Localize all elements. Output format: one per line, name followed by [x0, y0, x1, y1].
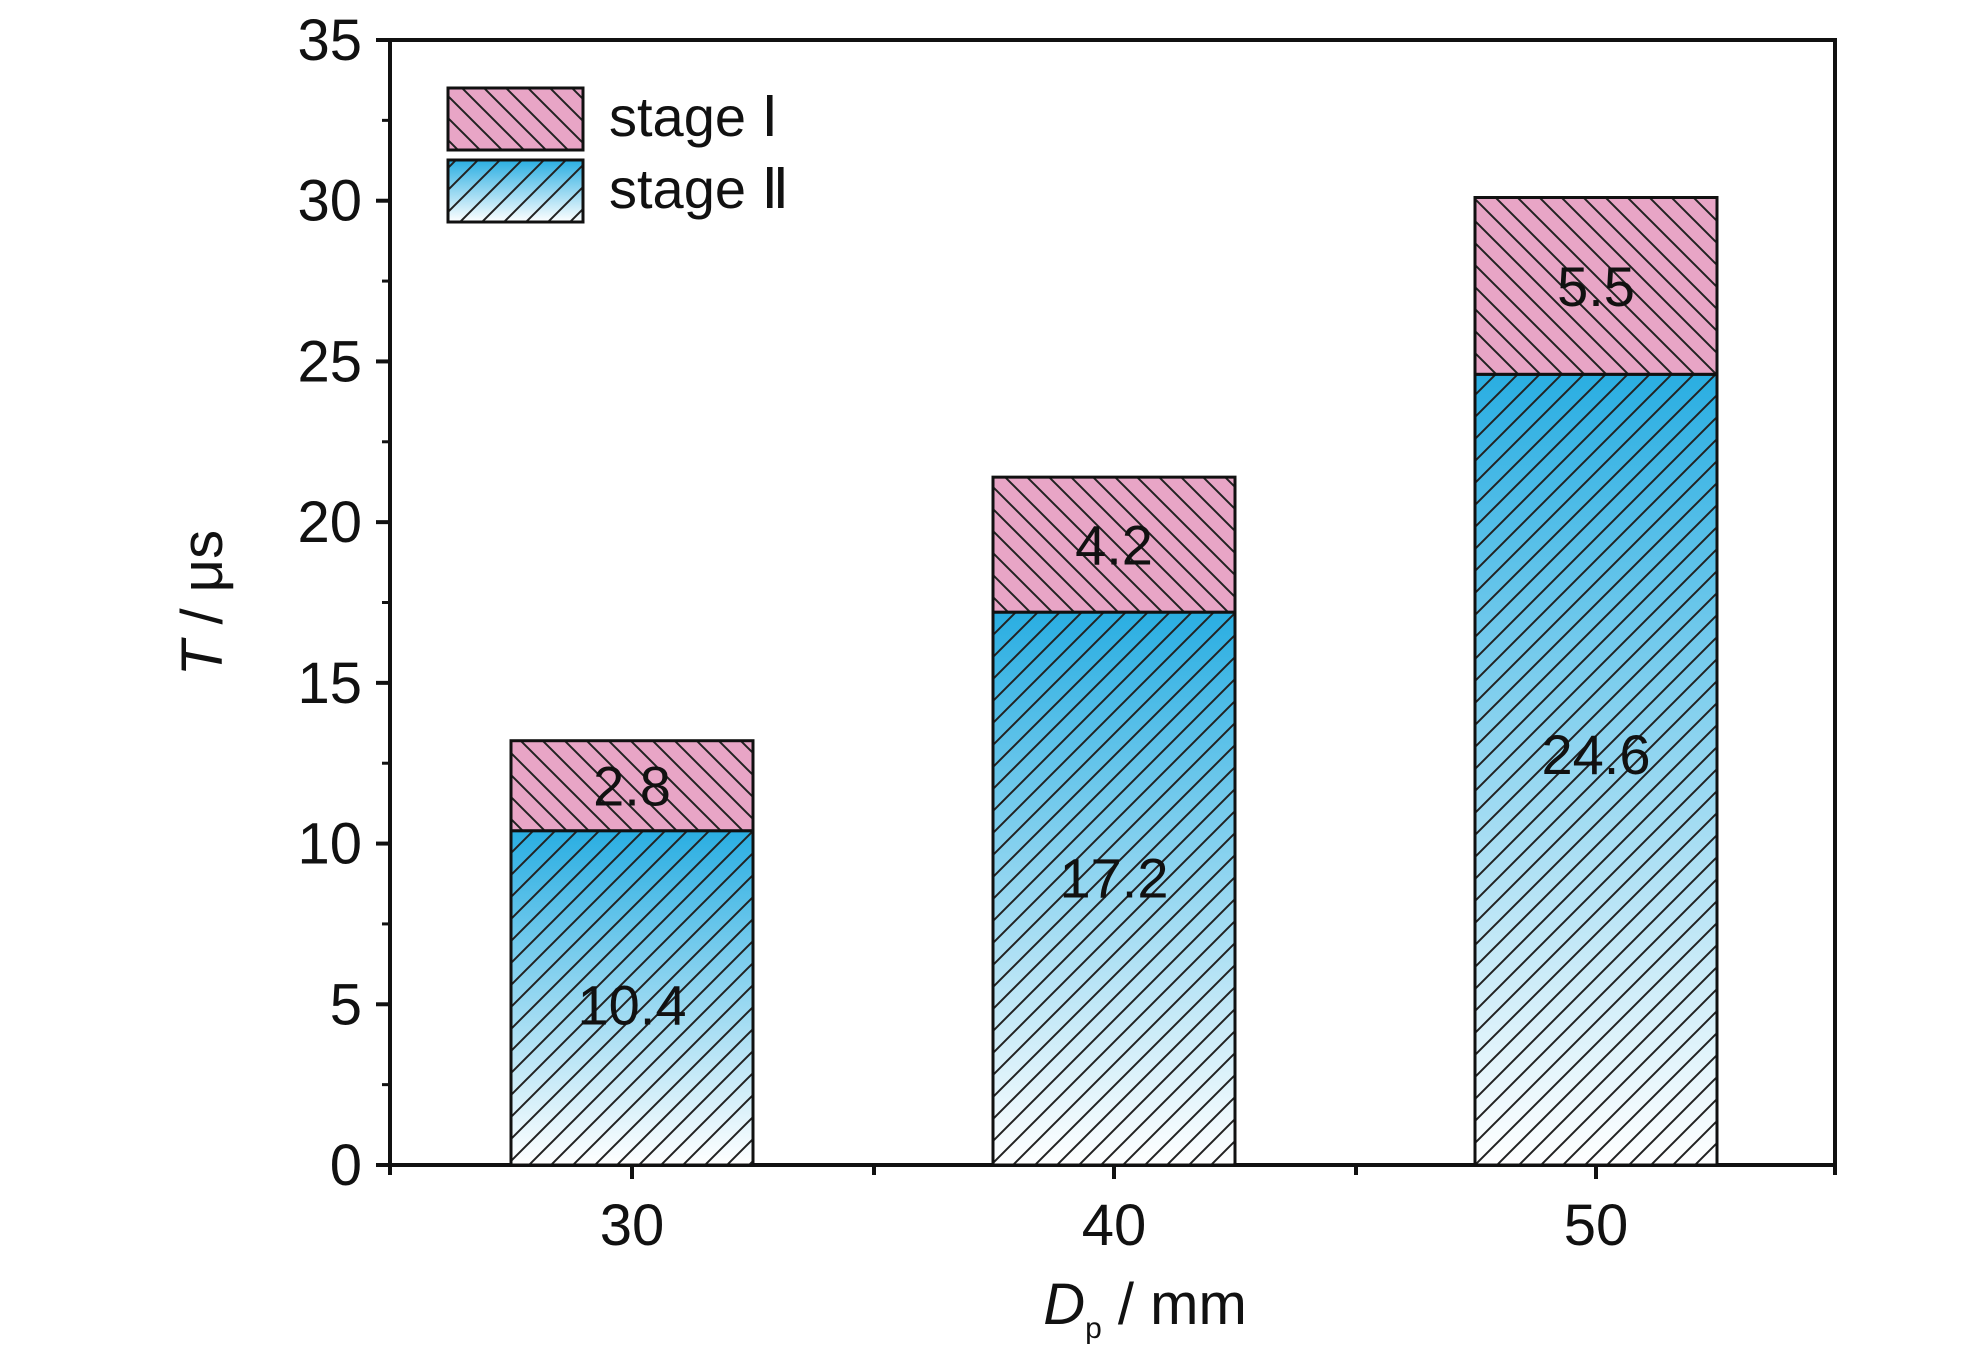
x-axis-title: Dp / mm	[1043, 1272, 1247, 1345]
x-tick-label-30: 30	[600, 1193, 665, 1258]
x-axis-title-unit: / mm	[1102, 1272, 1247, 1337]
bars-layer: 2.8 10.4 4.2 17.2 5.5 24.6	[509, 196, 1719, 1167]
legend-label-stage2: stage Ⅱ	[609, 157, 789, 220]
data-label-stage2-30: 10.4	[578, 974, 687, 1037]
y-tick-label-35: 35	[297, 8, 362, 73]
legend-swatch-stage1	[446, 86, 585, 152]
x-axis-title-main: D	[1043, 1272, 1085, 1337]
data-label-stage1-30: 2.8	[593, 755, 671, 818]
bar-stage2-30	[509, 829, 755, 1167]
y-axis-title-main: T	[170, 637, 235, 676]
legend: stage Ⅰ stage Ⅱ	[446, 85, 789, 224]
x-tick-label-50: 50	[1564, 1193, 1629, 1258]
axes-layer: 0 5 10 15 20 25 30 35 30 40 50	[297, 8, 1837, 1258]
data-label-stage2-50: 24.6	[1542, 723, 1651, 786]
bar-stage1-30	[509, 739, 755, 833]
y-tick-label-30: 30	[297, 169, 362, 234]
legend-label-stage1: stage Ⅰ	[609, 85, 778, 148]
x-axis-title-sub: p	[1085, 1312, 1102, 1345]
y-axis-title: T / μs	[170, 530, 235, 676]
data-label-stage1-40: 4.2	[1075, 514, 1153, 577]
y-tick-label-20: 20	[297, 490, 362, 555]
y-tick-label-15: 15	[297, 651, 362, 716]
x-tick-label-40: 40	[1082, 1193, 1147, 1258]
y-tick-label-10: 10	[297, 812, 362, 877]
bar-stage1-50	[1473, 196, 1719, 376]
bar-stage1-40	[991, 475, 1237, 614]
y-tick-label-25: 25	[297, 329, 362, 394]
data-label-stage1-50: 5.5	[1557, 255, 1635, 318]
y-tick-label-0: 0	[330, 1133, 362, 1198]
legend-swatch-stage2	[446, 158, 585, 224]
y-axis-title-unit: / μs	[170, 530, 235, 641]
data-label-stage2-40: 17.2	[1060, 847, 1169, 910]
y-tick-label-5: 5	[330, 972, 362, 1037]
